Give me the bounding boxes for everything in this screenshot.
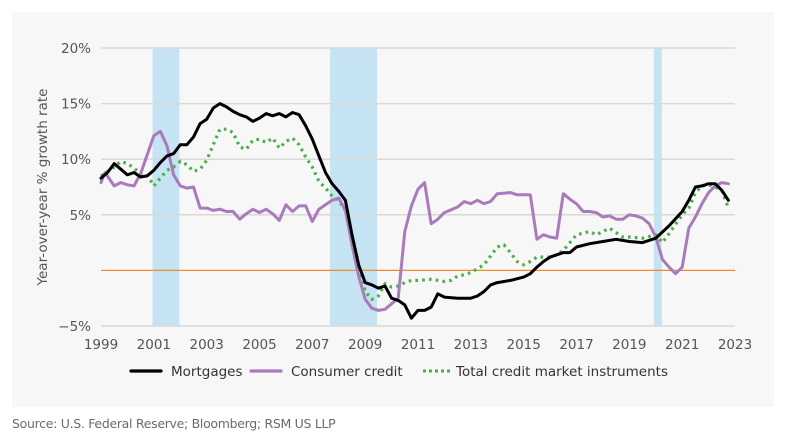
series-line-mortgages xyxy=(99,102,730,320)
recession-bands xyxy=(152,48,662,326)
y-tick-label: 20% xyxy=(61,41,91,57)
chart-panel xyxy=(12,12,774,407)
series-lines xyxy=(99,102,730,320)
recession-band-1 xyxy=(152,48,180,326)
x-tick-label: 2009 xyxy=(348,337,382,353)
legend-label: Consumer credit xyxy=(291,364,403,380)
source-note: Source: U.S. Federal Reserve; Bloomberg;… xyxy=(12,416,336,431)
y-axis-ticks: 20% 15% 10% 5% −5% xyxy=(58,41,91,335)
x-tick-label: 2007 xyxy=(295,337,329,353)
legend: Mortgages Consumer credit Total credit mar… xyxy=(129,364,668,380)
recession-band-2 xyxy=(330,48,378,326)
recession-band-3 xyxy=(653,48,662,326)
x-tick-label: 2001 xyxy=(137,337,171,353)
legend-marker-dot xyxy=(435,369,438,373)
legend-marker-dot xyxy=(429,369,432,373)
x-tick-label: 2017 xyxy=(559,337,593,353)
legend-item-total-credit-market-instruments: Total credit market instruments xyxy=(423,364,668,380)
legend-label: Total credit market instruments xyxy=(455,364,668,380)
y-axis-label: Year-over-year % growth rate xyxy=(35,89,51,287)
x-tick-label: 2023 xyxy=(718,337,752,353)
x-tick-label: 1999 xyxy=(84,337,118,353)
y-tick-label: 10% xyxy=(61,152,91,168)
legend-item-mortgages: Mortgages xyxy=(129,364,243,380)
y-tick-label: 5% xyxy=(70,208,92,224)
x-tick-label: 2021 xyxy=(665,337,699,353)
x-tick-label: 2003 xyxy=(189,337,223,353)
x-tick-label: 2015 xyxy=(506,337,540,353)
series-line-total-credit-market-instruments xyxy=(100,127,730,301)
legend-marker-dot xyxy=(423,369,426,373)
series-line-consumer-credit xyxy=(99,129,730,312)
x-tick-label: 2013 xyxy=(454,337,488,353)
legend-marker-dot xyxy=(441,369,444,373)
y-tick-label: 15% xyxy=(61,97,91,113)
legend-item-consumer-credit: Consumer credit xyxy=(249,364,403,380)
legend-label: Mortgages xyxy=(171,364,243,380)
x-tick-label: 2019 xyxy=(612,337,646,353)
x-axis-ticks: 1999 2001 2003 2005 2007 2009 2011 2013 2015 2017… xyxy=(84,337,752,353)
x-tick-label: 2011 xyxy=(401,337,435,353)
gridlines xyxy=(101,47,735,327)
legend-marker-dot xyxy=(447,369,450,373)
x-tick-label: 2005 xyxy=(242,337,276,353)
y-tick-label: −5% xyxy=(58,319,91,335)
